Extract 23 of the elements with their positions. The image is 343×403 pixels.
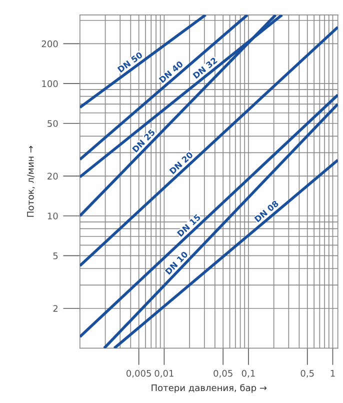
- y-tick-label: 5: [53, 252, 58, 260]
- y-tick-label: 50: [48, 120, 58, 127]
- x-tick-label: 0,01: [154, 370, 174, 378]
- y-tick-label: 20: [48, 172, 58, 180]
- y-axis-title: Поток, л/мин →: [27, 146, 35, 217]
- x-axis-title: Потери давления, бар →: [152, 384, 267, 393]
- y-tick-label: 200: [42, 40, 58, 48]
- text: DN 15: [176, 214, 201, 237]
- x-tick-label: 0,05: [214, 370, 232, 378]
- x-tick-label: 0,005: [126, 370, 151, 378]
- text: DN 40: [158, 60, 184, 84]
- text: DN 10: [164, 250, 188, 275]
- x-tick-label: 0,5: [300, 370, 314, 378]
- text: DN 08: [254, 200, 279, 222]
- x-tick-label: 1: [330, 370, 335, 377]
- y-tick-label: 10: [48, 212, 58, 220]
- text: DN 32: [192, 57, 218, 79]
- text: DN 25: [132, 128, 156, 153]
- text: DN 20: [169, 151, 194, 174]
- y-tick-label: 2: [53, 305, 58, 312]
- x-tick-label: 0,1: [242, 370, 255, 378]
- text: DN 50: [117, 51, 143, 73]
- y-tick-label: 100: [42, 80, 58, 88]
